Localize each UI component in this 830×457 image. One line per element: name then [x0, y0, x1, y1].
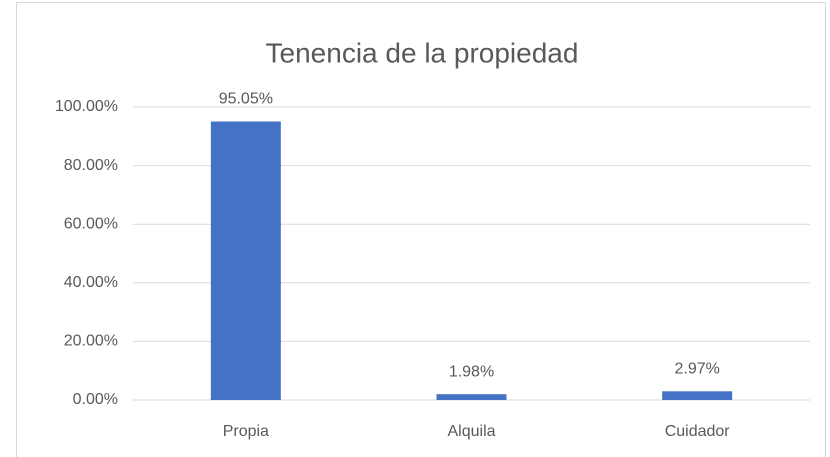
x-tick-label: Alquila [447, 423, 495, 440]
data-label: 95.05% [219, 91, 273, 108]
chart-border [16, 2, 826, 457]
data-label: 1.98% [449, 363, 494, 380]
bar [662, 391, 733, 400]
y-tick-label: 100.00% [55, 98, 118, 115]
y-tick-label: 20.00% [64, 333, 118, 350]
bar [210, 121, 281, 400]
y-tick-label: 60.00% [64, 215, 118, 232]
data-label: 2.97% [674, 361, 719, 378]
bar [436, 394, 507, 400]
y-tick-label: 0.00% [73, 391, 118, 408]
y-tick-label: 40.00% [64, 274, 118, 291]
chart-title: Tenencia de la propiedad [266, 37, 579, 68]
x-tick-label: Propia [223, 423, 269, 440]
y-tick-label: 80.00% [64, 157, 118, 174]
x-tick-label: Cuidador [665, 423, 731, 440]
